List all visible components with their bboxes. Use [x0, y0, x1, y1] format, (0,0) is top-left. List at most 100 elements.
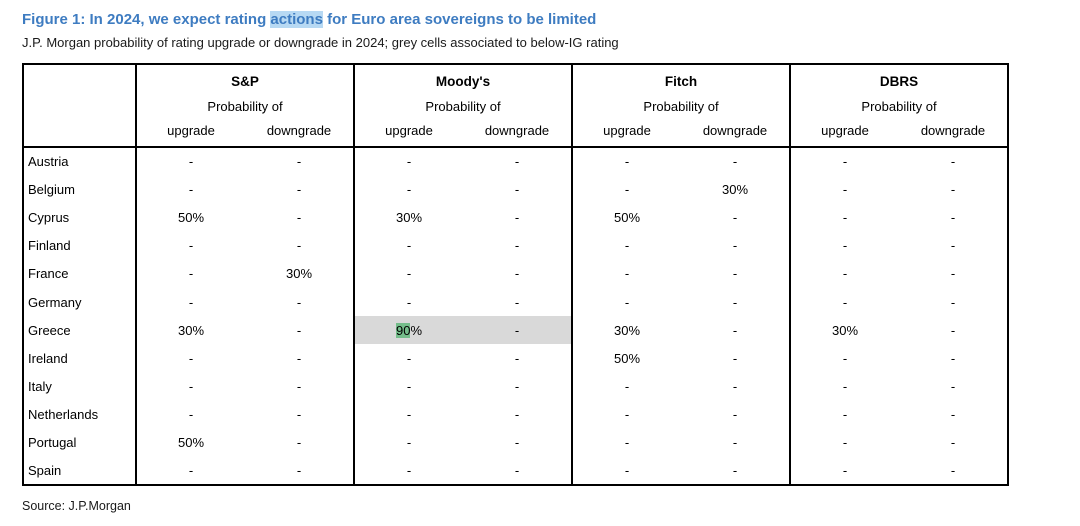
country-label: Italy	[23, 372, 137, 401]
value-cell: -	[789, 457, 899, 486]
value-cell: 30%	[721, 181, 749, 197]
value-cell: -	[296, 435, 302, 451]
table-row: Spain - - - - - - - -	[23, 457, 1008, 486]
value-cell: -	[950, 209, 956, 225]
value-cell: -	[789, 344, 899, 373]
value-cell: -	[514, 379, 520, 395]
value-cell: -	[514, 209, 520, 225]
table-row: Portugal 50% - - - - - - -	[23, 428, 1008, 458]
value-cell: -	[950, 154, 956, 170]
ratings-table: S&P Moody's Fitch DBRS Probability of Pr…	[22, 63, 1009, 487]
figure-title-highlighted-word: actions	[270, 11, 323, 28]
value-cell: -	[950, 181, 956, 197]
table-row: Belgium - - - - -30% - -	[23, 175, 1008, 204]
value-cell: -	[135, 372, 245, 401]
subheader-upgrade: upgrade	[353, 119, 463, 148]
country-label: Ireland	[23, 344, 137, 373]
subheader-upgrade: upgrade	[135, 119, 245, 148]
value-cell: -	[514, 181, 520, 197]
value-cell: -	[296, 463, 302, 479]
value-cell: -	[789, 259, 899, 288]
value-cell: -	[789, 372, 899, 401]
probability-label: Probability of	[135, 93, 354, 119]
value-cell: -	[732, 266, 738, 282]
value-cell: -	[789, 147, 899, 176]
country-label: Germany	[23, 287, 137, 317]
value-cell: -	[732, 407, 738, 423]
table-row: Netherlands - - - - - - - -	[23, 400, 1008, 429]
value-cell: -	[353, 231, 463, 260]
table-body: Austria - - - - - - - - Belgium - - - - -30% - - Cyprus 50…	[23, 147, 1008, 486]
value-cell: -	[353, 428, 463, 458]
corner-cell	[23, 64, 137, 148]
value-cell: -	[732, 379, 738, 395]
value-cell: -	[950, 238, 956, 254]
agency-header-row: S&P Moody's Fitch DBRS	[23, 64, 1008, 148]
value-cell: -	[135, 175, 245, 204]
agency-header-sp: S&P	[135, 64, 354, 93]
table-row: Austria - - - - - - - -	[23, 147, 1008, 176]
value-cell: -	[732, 435, 738, 451]
subheader-upgrade: upgrade	[789, 119, 899, 148]
value-cell: -	[353, 400, 463, 429]
value-cell: 50%	[571, 203, 681, 232]
table-row: Greece 30% -90% -30% -30% -	[23, 316, 1008, 345]
value-cell: -	[571, 428, 681, 458]
source-note: Source: J.P.Morgan	[22, 499, 131, 513]
value-cell: -	[950, 322, 956, 338]
value-cell: -	[732, 209, 738, 225]
value-cell: -	[571, 287, 681, 317]
value-cell: -	[789, 231, 899, 260]
country-label: Greece	[23, 316, 137, 345]
country-label: Spain	[23, 457, 137, 486]
figure-title-suffix: for Euro area sovereigns to be limited	[322, 11, 597, 28]
country-label: Austria	[23, 147, 137, 176]
value-cell: -	[789, 175, 899, 204]
value-cell: -	[514, 154, 520, 170]
value-cell: -	[514, 463, 520, 479]
value-cell: 30%	[789, 316, 899, 345]
country-label: Finland	[23, 231, 137, 260]
agency-header-fitch: Fitch	[571, 64, 790, 93]
value-cell: -	[353, 147, 463, 176]
value-cell: -	[353, 175, 463, 204]
value-cell: -	[296, 154, 302, 170]
agency-header-dbrs: DBRS	[789, 64, 1008, 93]
value-cell: -	[950, 435, 956, 451]
value-cell: -	[950, 463, 956, 479]
value-cell: 30%	[571, 316, 681, 345]
value-cell: -	[296, 379, 302, 395]
value-cell: -	[732, 154, 738, 170]
value-cell: -	[135, 231, 245, 260]
probability-label: Probability of	[353, 93, 572, 119]
value-cell: -	[950, 266, 956, 282]
value-cell: -	[135, 457, 245, 486]
value-cell: -	[950, 294, 956, 310]
value-cell: -	[514, 407, 520, 423]
value-cell: -	[296, 407, 302, 423]
figure-subtitle: J.P. Morgan probability of rating upgrad…	[22, 35, 619, 50]
value-cell: -	[571, 259, 681, 288]
value-cell: -	[732, 463, 738, 479]
value-cell: -	[135, 344, 245, 373]
value-cell: -	[732, 322, 738, 338]
value-cell: -	[353, 457, 463, 486]
value-cell: -	[353, 287, 463, 317]
value-cell: -	[514, 238, 520, 254]
table-row: Italy - - - - - - - -	[23, 372, 1008, 401]
subheader-downgrade: downgrade	[899, 119, 1008, 148]
country-label: Portugal	[23, 428, 137, 458]
subheader-upgrade: upgrade	[571, 119, 681, 148]
value-cell: 90%	[353, 316, 463, 345]
value-cell: -	[732, 294, 738, 310]
subheader-downgrade: downgrade	[463, 119, 572, 148]
value-cell: -	[296, 322, 302, 338]
value-cell: -	[353, 372, 463, 401]
value-cell: -	[296, 238, 302, 254]
probability-label: Probability of	[571, 93, 790, 119]
value-cell: -	[789, 287, 899, 317]
value-cell: 30%	[353, 203, 463, 232]
value-cell: -	[571, 175, 681, 204]
value-cell: -	[571, 231, 681, 260]
value-cell: 50%	[135, 428, 245, 458]
